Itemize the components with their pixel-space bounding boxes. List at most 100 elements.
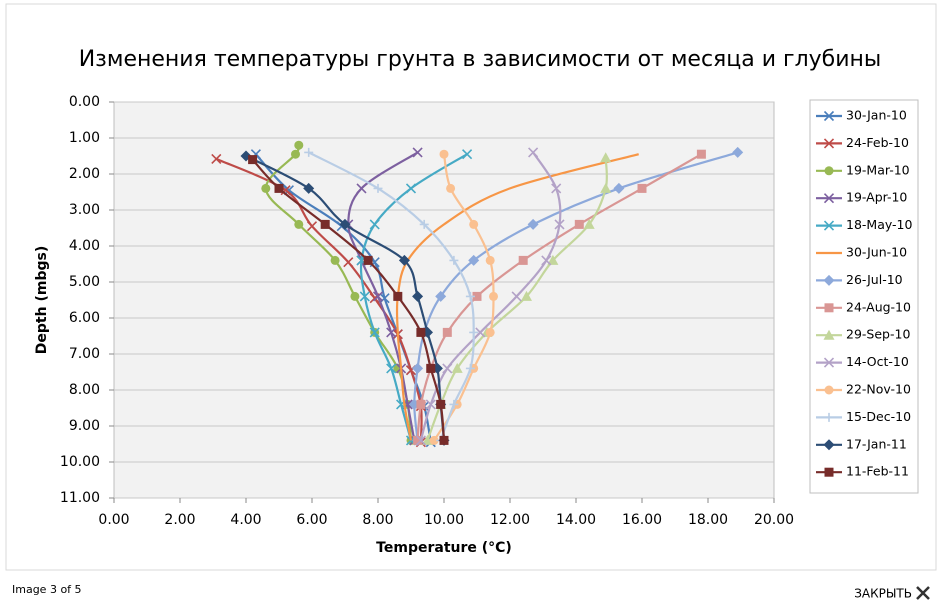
marker xyxy=(386,327,397,338)
marker xyxy=(413,435,423,445)
marker xyxy=(489,291,498,301)
y-tick-label: 3.00 xyxy=(69,202,100,218)
marker xyxy=(637,183,647,193)
marker xyxy=(475,327,486,338)
marker xyxy=(439,435,449,445)
legend-marker xyxy=(824,303,834,313)
marker xyxy=(439,149,449,159)
legend-label: 18-May-10 xyxy=(846,217,913,232)
marker xyxy=(528,147,539,158)
legend-marker xyxy=(823,329,835,340)
marker xyxy=(436,399,446,409)
legend-marker xyxy=(824,166,834,176)
marker xyxy=(339,218,351,230)
y-tick-label: 0.00 xyxy=(69,94,100,110)
marker xyxy=(551,183,562,194)
marker xyxy=(472,291,482,301)
marker xyxy=(449,399,459,409)
marker xyxy=(416,327,426,337)
marker xyxy=(465,291,475,301)
x-tick-label: 6.00 xyxy=(296,512,327,528)
marker xyxy=(462,149,473,160)
legend-marker xyxy=(823,357,835,368)
x-tick-label: 18.00 xyxy=(688,512,728,528)
marker xyxy=(485,327,495,337)
x-axis-title: Temperature (°C) xyxy=(376,540,512,556)
marker xyxy=(485,255,495,265)
marker xyxy=(291,149,300,159)
marker xyxy=(372,291,384,302)
y-tick-label: 7.00 xyxy=(69,346,100,362)
legend-marker xyxy=(823,220,835,231)
marker xyxy=(350,291,360,301)
x-tick-label: 12.00 xyxy=(490,512,530,528)
legend-label: 17-Jan-11 xyxy=(846,436,907,451)
legend-marker xyxy=(823,110,835,122)
y-tick-label: 4.00 xyxy=(69,238,100,254)
marker xyxy=(554,219,565,230)
legend-marker xyxy=(823,138,835,149)
marker xyxy=(405,183,417,194)
legend-marker xyxy=(824,467,834,477)
marker xyxy=(343,257,354,268)
marker xyxy=(574,219,584,229)
marker xyxy=(363,255,373,265)
legend-label: 19-Apr-10 xyxy=(846,190,907,205)
chart-title: Изменения температуры грунта в зависимос… xyxy=(79,47,882,72)
legend-marker xyxy=(823,193,835,204)
marker xyxy=(449,255,459,265)
close-icon[interactable] xyxy=(916,586,930,600)
marker xyxy=(306,221,318,232)
legend-label: 26-Jul-10 xyxy=(846,272,903,287)
marker xyxy=(451,362,463,373)
marker xyxy=(415,435,426,446)
marker xyxy=(446,183,456,193)
marker xyxy=(527,218,539,230)
marker xyxy=(386,363,397,374)
marker xyxy=(356,183,367,194)
legend-label: 29-Sep-10 xyxy=(846,327,910,342)
marker xyxy=(419,219,429,229)
marker xyxy=(518,255,528,265)
marker xyxy=(330,255,340,265)
series-line xyxy=(395,153,639,441)
marker xyxy=(547,254,559,265)
y-tick-label: 6.00 xyxy=(69,310,100,326)
marker xyxy=(412,290,424,302)
legend-label: 11-Feb-11 xyxy=(846,464,909,479)
legend xyxy=(809,99,919,494)
marker xyxy=(248,155,258,165)
marker xyxy=(583,218,595,229)
marker xyxy=(211,153,222,164)
marker xyxy=(465,363,475,373)
marker xyxy=(369,219,380,230)
x-tick-label: 8.00 xyxy=(362,512,393,528)
close-button[interactable]: ЗАКРЫТЬ xyxy=(854,587,912,601)
marker xyxy=(303,182,315,194)
marker xyxy=(600,182,612,193)
x-tick-label: 14.00 xyxy=(556,512,596,528)
x-tick-label: 20.00 xyxy=(754,512,794,528)
marker xyxy=(274,183,284,193)
marker xyxy=(732,146,744,158)
marker xyxy=(412,362,424,374)
marker xyxy=(294,140,304,150)
marker xyxy=(426,363,436,373)
x-tick-label: 16.00 xyxy=(622,512,662,528)
marker xyxy=(442,327,452,337)
x-tick-label: 4.00 xyxy=(230,512,261,528)
marker xyxy=(435,290,447,302)
y-axis-title: Depth (mbgs) xyxy=(34,246,50,354)
legend-label: 22-Nov-10 xyxy=(846,382,911,397)
marker xyxy=(600,152,612,163)
legend-label: 30-Jan-10 xyxy=(846,108,907,123)
y-tick-label: 5.00 xyxy=(69,274,100,290)
marker xyxy=(541,255,552,266)
legend-label: 24-Feb-10 xyxy=(846,135,909,150)
x-tick-label: 10.00 xyxy=(424,512,464,528)
legend-label: 14-Oct-10 xyxy=(846,354,909,369)
marker xyxy=(442,363,453,374)
marker xyxy=(412,147,423,158)
